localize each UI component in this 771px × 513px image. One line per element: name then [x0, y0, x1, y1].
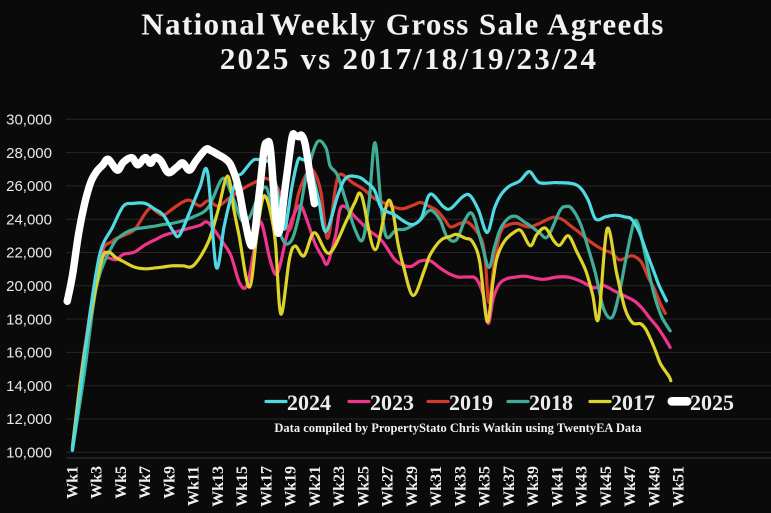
svg-text:22,000: 22,000 [6, 245, 52, 262]
svg-text:Data compiled by PropertyStato: Data compiled by PropertyStato Chris Wat… [274, 421, 642, 435]
svg-text:18,000: 18,000 [6, 311, 52, 328]
svg-text:Wk15: Wk15 [234, 466, 251, 507]
svg-text:Wk7: Wk7 [137, 466, 154, 499]
svg-text:2017: 2017 [611, 390, 655, 415]
svg-text:Wk1: Wk1 [64, 466, 81, 499]
svg-text:Wk25: Wk25 [355, 466, 372, 507]
svg-text:Wk19: Wk19 [283, 466, 300, 507]
svg-text:Wk31: Wk31 [428, 466, 445, 507]
svg-text:Wk37: Wk37 [501, 466, 518, 507]
svg-text:Wk9: Wk9 [161, 466, 178, 499]
svg-text:26,000: 26,000 [6, 178, 52, 195]
svg-text:Wk47: Wk47 [622, 466, 639, 507]
svg-text:Wk23: Wk23 [331, 466, 348, 507]
svg-text:14,000: 14,000 [6, 378, 52, 395]
svg-text:20,000: 20,000 [6, 278, 52, 295]
svg-text:Wk5: Wk5 [113, 466, 130, 499]
svg-text:16,000: 16,000 [6, 345, 52, 362]
svg-text:Wk11: Wk11 [186, 466, 203, 506]
svg-text:Wk45: Wk45 [598, 466, 615, 507]
svg-text:2019: 2019 [449, 390, 493, 415]
svg-text:2023: 2023 [370, 390, 414, 415]
svg-text:2018: 2018 [529, 390, 573, 415]
svg-text:10,000: 10,000 [6, 445, 52, 462]
svg-text:Wk27: Wk27 [380, 466, 397, 507]
svg-text:12,000: 12,000 [6, 411, 52, 428]
svg-text:24,000: 24,000 [6, 211, 52, 228]
svg-text:Wk29: Wk29 [404, 466, 421, 507]
svg-text:Wk13: Wk13 [210, 466, 227, 507]
svg-text:Wk17: Wk17 [258, 466, 275, 507]
svg-text:Wk21: Wk21 [307, 466, 324, 507]
svg-text:Wk39: Wk39 [525, 466, 542, 507]
svg-text:Wk51: Wk51 [671, 466, 688, 507]
svg-text:Wk43: Wk43 [574, 466, 591, 507]
svg-text:2024: 2024 [287, 390, 331, 415]
svg-text:2025: 2025 [690, 390, 734, 415]
svg-text:Wk35: Wk35 [477, 466, 494, 507]
svg-text:Wk41: Wk41 [549, 466, 566, 507]
svg-text:28,000: 28,000 [6, 145, 52, 162]
svg-text:2025 vs 2017/18/19/23/24: 2025 vs 2017/18/19/23/24 [220, 41, 598, 76]
svg-text:Wk33: Wk33 [452, 466, 469, 507]
svg-text:Wk49: Wk49 [646, 466, 663, 507]
svg-text:Wk3: Wk3 [89, 466, 106, 499]
svg-text:National Weekly Gross Sale Agr: National Weekly Gross Sale Agreeds [141, 7, 665, 42]
svg-text:30,000: 30,000 [6, 112, 52, 129]
